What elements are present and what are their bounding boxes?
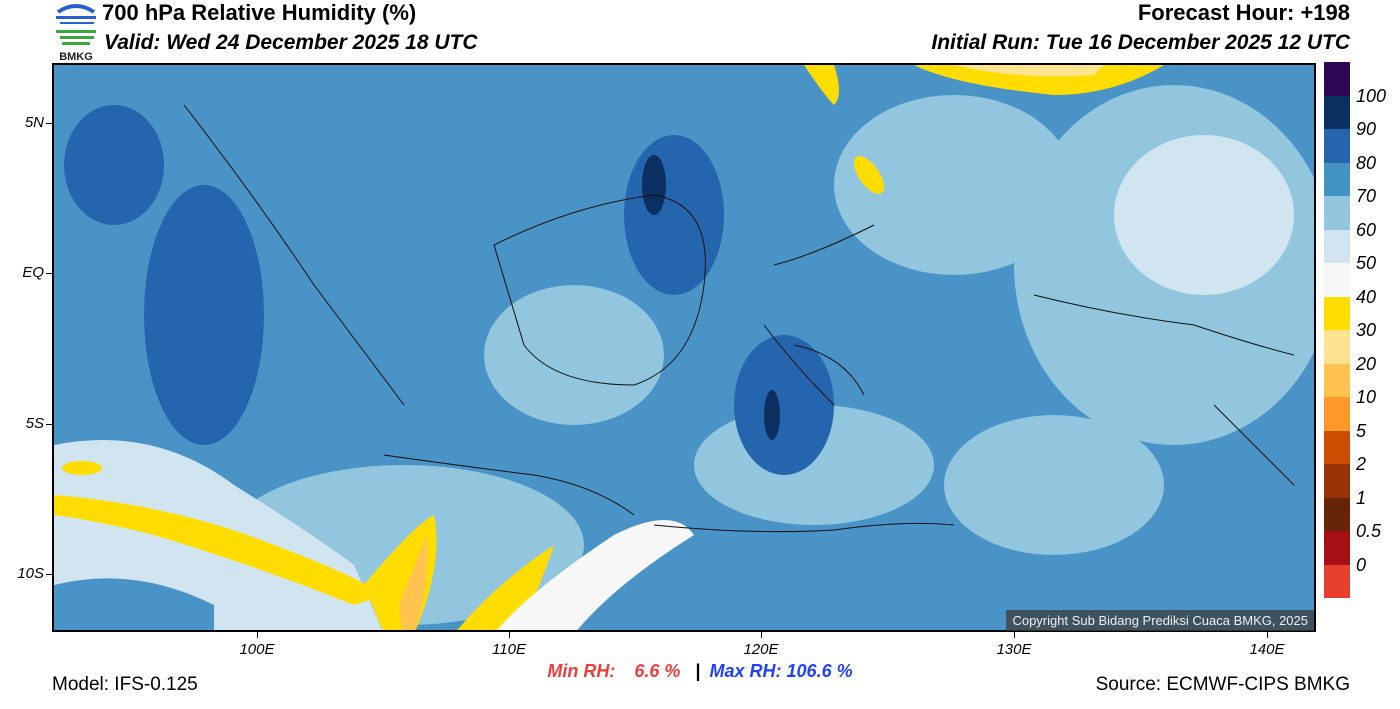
valid-time: Valid: Wed 24 December 2025 18 UTC <box>104 31 478 54</box>
colorbar-label: 20 <box>1356 353 1377 374</box>
colorbar-bin <box>1324 129 1350 163</box>
copyright-notice: Copyright Sub Bidang Prediksi Cuaca BMKG… <box>1006 610 1314 631</box>
forecast-hour: Forecast Hour: +198 <box>1137 0 1350 25</box>
colorbar-bin <box>1324 62 1350 96</box>
colorbar-bin <box>1324 430 1350 464</box>
lon-label-140e: 140E <box>1249 641 1285 658</box>
colorbar-label: 60 <box>1356 219 1377 240</box>
colorbar <box>1324 62 1350 598</box>
colorbar-bin <box>1324 564 1350 598</box>
colorbar-bin <box>1324 497 1350 531</box>
colorbar-label: 100 <box>1356 85 1387 106</box>
lat-label-5s: 5S <box>25 415 44 432</box>
min-rh-value: 6.6 % <box>634 661 681 681</box>
colorbar-bin <box>1324 464 1350 498</box>
max-rh-label: Max RH: <box>709 661 782 681</box>
lat-tick <box>46 574 52 575</box>
colorbar-bin <box>1324 531 1350 565</box>
lon-tick <box>761 632 762 638</box>
colorbar-bin <box>1324 95 1350 129</box>
min-max-stats: Min RH: 6.6 % | Max RH: 106.6 % <box>0 661 1400 682</box>
max-rh-value: 106.6 % <box>786 661 853 681</box>
colorbar-bin <box>1324 196 1350 230</box>
lon-tick <box>1267 632 1268 638</box>
chart-title: 700 hPa Relative Humidity (%) <box>102 0 417 25</box>
source-label: Source: ECMWF-CIPS BMKG <box>1095 674 1350 695</box>
lat-tick <box>46 273 52 274</box>
colorbar-label: 1 <box>1356 487 1367 508</box>
colorbar-bin <box>1324 229 1350 263</box>
lon-label-130e: 130E <box>996 641 1032 658</box>
colorbar-label: 2 <box>1356 454 1367 474</box>
colorbar-bin <box>1324 363 1350 397</box>
colorbar-bin <box>1324 263 1350 297</box>
lon-label-100e: 100E <box>239 641 275 658</box>
initial-run: Initial Run: Tue 16 December 2025 12 UTC <box>931 31 1350 54</box>
svg-text:BMKG: BMKG <box>59 51 93 62</box>
colorbar-label: 90 <box>1356 119 1377 139</box>
humidity-map <box>52 63 1316 632</box>
lon-tick <box>1014 632 1015 638</box>
lat-label-eq: EQ <box>22 264 44 281</box>
colorbar-label: 0.5 <box>1356 521 1382 541</box>
colorbar-label: 50 <box>1356 253 1377 273</box>
colorbar-label: 5 <box>1356 420 1367 441</box>
colorbar-label: 10 <box>1356 387 1377 407</box>
lat-tick <box>46 123 52 124</box>
stats-separator: | <box>695 661 701 681</box>
humidity-field <box>54 65 1314 630</box>
lat-label-5n: 5N <box>24 114 44 131</box>
lat-tick <box>46 424 52 425</box>
lon-tick <box>509 632 510 638</box>
coastlines <box>183 104 1295 533</box>
colorbar-label: 30 <box>1356 320 1377 340</box>
min-rh-label: Min RH: <box>547 661 616 681</box>
colorbar-bin <box>1324 330 1350 364</box>
lon-label-110e: 110E <box>492 641 526 658</box>
lat-label-10s: 10S <box>17 565 44 582</box>
colorbar-label: 0 <box>1356 554 1367 575</box>
colorbar-bin <box>1324 296 1350 330</box>
lon-tick <box>257 632 258 638</box>
bmkg-logo: BMKG <box>52 2 100 63</box>
model-label: Model: IFS-0.125 <box>52 674 198 695</box>
colorbar-label: 70 <box>1356 186 1377 206</box>
colorbar-bin <box>1324 162 1350 196</box>
colorbar-bin <box>1324 397 1350 431</box>
lon-label-120e: 120E <box>743 641 779 658</box>
colorbar-label: 40 <box>1356 286 1377 307</box>
colorbar-label: 80 <box>1356 152 1377 173</box>
